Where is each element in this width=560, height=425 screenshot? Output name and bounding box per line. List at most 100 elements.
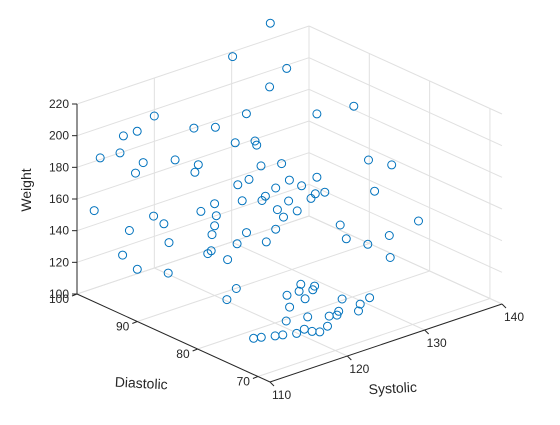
data-point bbox=[285, 302, 295, 312]
x-tick-label: 130 bbox=[427, 336, 447, 350]
data-point bbox=[370, 186, 380, 196]
grid-line bbox=[231, 241, 425, 331]
grid-line bbox=[137, 243, 370, 322]
data-point bbox=[296, 279, 306, 289]
data-point bbox=[334, 306, 344, 316]
z-tick-label: 200 bbox=[49, 129, 69, 143]
data-point bbox=[189, 123, 199, 133]
grid-line bbox=[257, 298, 491, 377]
data-point bbox=[222, 295, 232, 305]
data-point bbox=[355, 299, 365, 309]
grid-line bbox=[76, 215, 310, 295]
data-point bbox=[210, 122, 220, 132]
data-point bbox=[310, 281, 320, 291]
data-point bbox=[261, 237, 271, 247]
data-point bbox=[337, 294, 347, 304]
z-tick-label: 100 bbox=[49, 287, 69, 301]
data-point bbox=[228, 52, 238, 62]
data-point bbox=[300, 294, 310, 304]
z-tick-label: 180 bbox=[49, 160, 69, 174]
data-point bbox=[149, 111, 159, 121]
data-point bbox=[312, 172, 322, 182]
data-point bbox=[210, 199, 220, 209]
data-point bbox=[132, 264, 142, 274]
data-point bbox=[354, 306, 363, 316]
data-point bbox=[282, 63, 292, 73]
data-point bbox=[414, 216, 423, 226]
data-point bbox=[256, 332, 266, 342]
data-point bbox=[294, 286, 304, 296]
grid-line bbox=[308, 152, 503, 242]
y-tick-label: 80 bbox=[176, 347, 190, 361]
data-point bbox=[310, 189, 320, 199]
data-point bbox=[232, 239, 242, 249]
data-point bbox=[237, 196, 247, 206]
data-point bbox=[211, 211, 221, 221]
data-point bbox=[233, 180, 243, 190]
x-axis-line bbox=[269, 303, 503, 383]
z-axis-label: Weight bbox=[18, 168, 34, 211]
data-point bbox=[231, 284, 241, 293]
data-point bbox=[292, 206, 302, 216]
data-point bbox=[320, 187, 330, 197]
x-tick-mark bbox=[346, 355, 352, 361]
data-point bbox=[190, 167, 200, 177]
data-point bbox=[323, 321, 332, 331]
back-panes bbox=[77, 26, 502, 382]
grid-line bbox=[308, 57, 503, 147]
grid-line bbox=[308, 88, 503, 178]
data-point bbox=[281, 316, 291, 326]
grid-line bbox=[197, 270, 430, 350]
y-tick-mark bbox=[252, 376, 259, 379]
data-point bbox=[364, 155, 373, 165]
z-tick-label: 120 bbox=[49, 255, 69, 269]
data-point bbox=[303, 312, 313, 322]
data-point bbox=[284, 196, 294, 206]
data-point bbox=[241, 109, 251, 119]
data-point bbox=[89, 206, 99, 216]
data-point bbox=[271, 224, 281, 234]
data-point bbox=[118, 250, 128, 260]
data-point bbox=[196, 206, 206, 216]
data-point bbox=[260, 191, 270, 201]
data-point bbox=[297, 181, 307, 191]
z-tick-label: 220 bbox=[49, 97, 69, 111]
x-tick-label: 120 bbox=[349, 362, 369, 376]
data-point bbox=[387, 160, 397, 170]
y-tick-label: 70 bbox=[237, 375, 251, 389]
x-axis-label: Systolic bbox=[368, 379, 417, 398]
x-tick-mark bbox=[501, 303, 507, 309]
data-point bbox=[193, 160, 203, 170]
data-point bbox=[271, 183, 281, 193]
data-point bbox=[131, 168, 140, 178]
data-point bbox=[118, 131, 128, 141]
data-point bbox=[284, 175, 294, 185]
data-point bbox=[335, 220, 345, 230]
data-point bbox=[272, 205, 282, 215]
grid-line bbox=[308, 183, 503, 273]
data-point bbox=[363, 239, 373, 249]
grid-line bbox=[76, 183, 310, 263]
x-tick-mark bbox=[269, 381, 275, 387]
data-point bbox=[149, 211, 159, 221]
data-point bbox=[384, 231, 394, 240]
data-point bbox=[349, 101, 359, 111]
y-tick-label: 100 bbox=[49, 292, 69, 306]
data-point bbox=[170, 155, 180, 165]
data-point bbox=[341, 234, 351, 244]
data-point bbox=[279, 212, 288, 222]
data-point bbox=[164, 238, 174, 248]
data-point bbox=[210, 221, 220, 231]
z-tick-label: 140 bbox=[49, 224, 69, 238]
data-point bbox=[277, 159, 287, 169]
x-tick-label: 140 bbox=[504, 310, 524, 324]
data-point bbox=[115, 148, 125, 158]
x-tick-label: 110 bbox=[272, 388, 291, 402]
data-point bbox=[95, 153, 105, 163]
y-tick-label: 90 bbox=[116, 320, 130, 334]
grid-line bbox=[76, 88, 310, 168]
grid-line bbox=[308, 120, 503, 210]
data-point bbox=[252, 140, 262, 150]
